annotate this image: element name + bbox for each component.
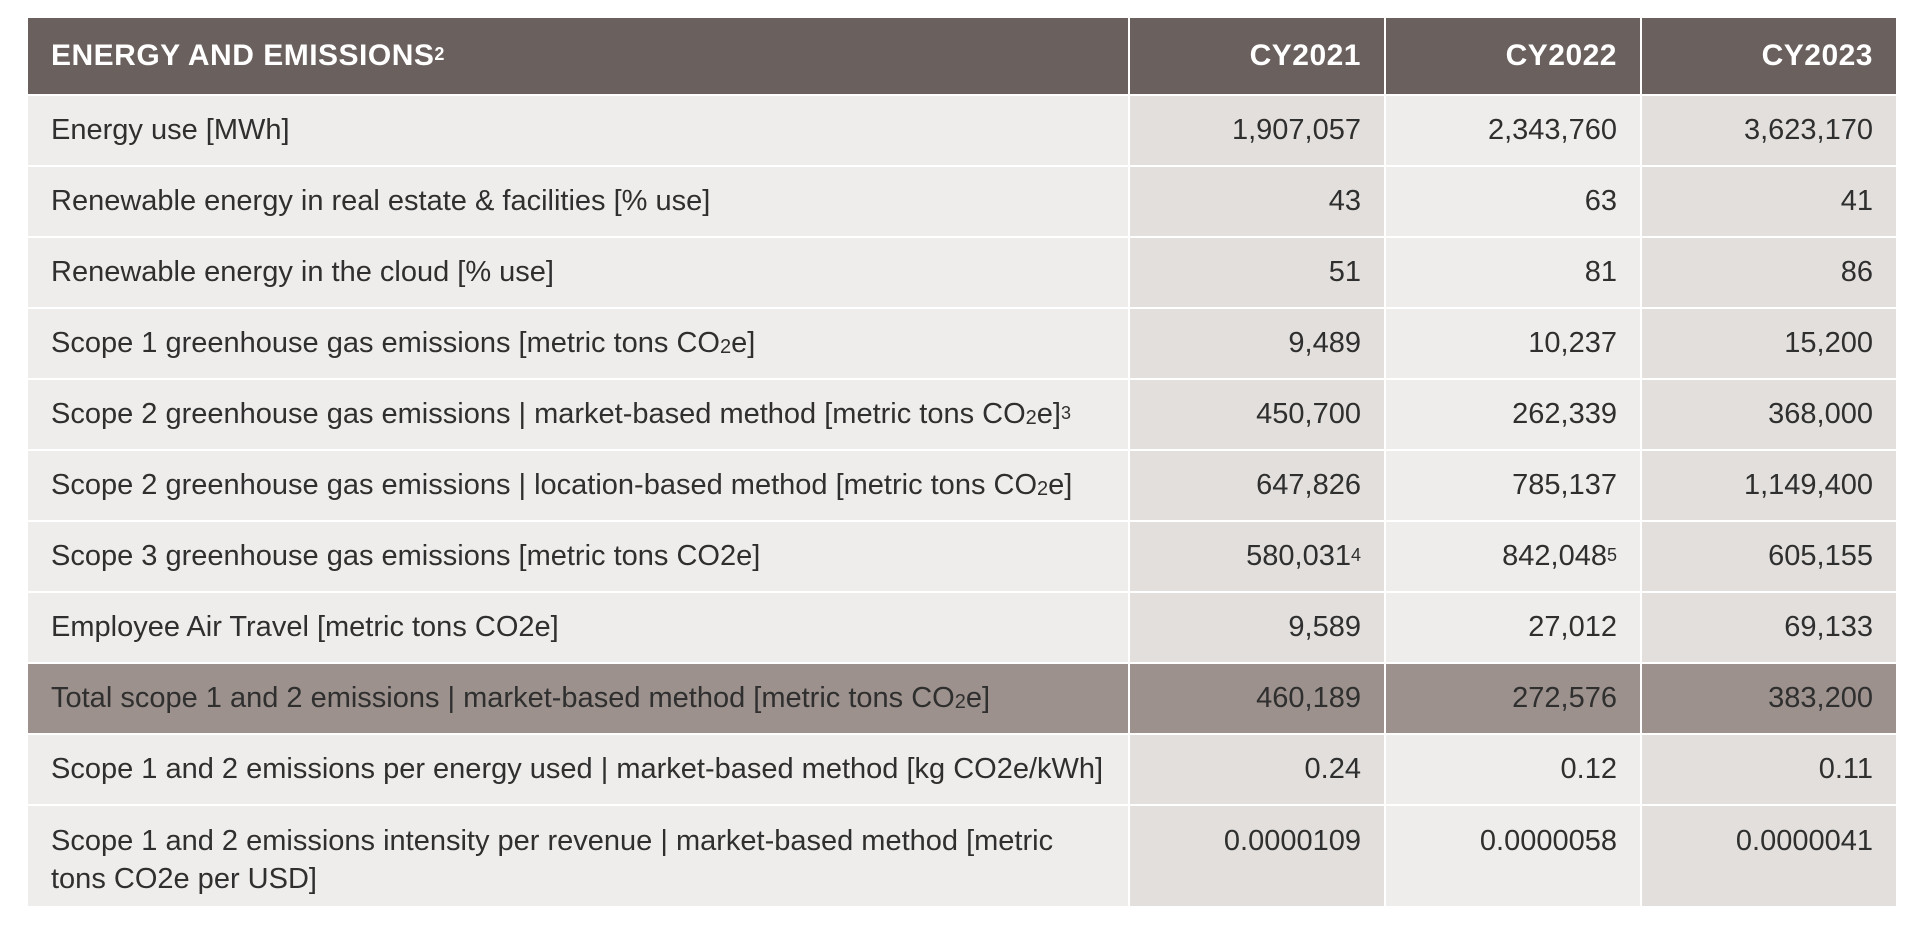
- cell-cy2022: 81: [1386, 238, 1640, 307]
- cell-cy2023: 1,149,400: [1642, 451, 1896, 520]
- row-label: Scope 1 and 2 emissions intensity per re…: [28, 806, 1128, 906]
- column-header-cy2021: CY2021: [1130, 18, 1384, 94]
- cell-cy2021: 0.24: [1130, 735, 1384, 804]
- cell-cy2022: 272,576: [1386, 664, 1640, 733]
- row-label: Scope 2 greenhouse gas emissions | marke…: [28, 380, 1128, 449]
- cell-cy2021: 9,589: [1130, 593, 1384, 662]
- cell-cy2022: 63: [1386, 167, 1640, 236]
- row-label: Renewable energy in real estate & facili…: [28, 167, 1128, 236]
- column-header-cy2023: CY2023: [1642, 18, 1896, 94]
- row-label: Scope 2 greenhouse gas emissions | locat…: [28, 451, 1128, 520]
- cell-cy2021: 580,031 4: [1130, 522, 1384, 591]
- cell-cy2021: 43: [1130, 167, 1384, 236]
- cell-cy2021: 647,826: [1130, 451, 1384, 520]
- cell-cy2023: 605,155: [1642, 522, 1896, 591]
- row-label: Renewable energy in the cloud [% use]: [28, 238, 1128, 307]
- cell-cy2022: 0.0000058: [1386, 806, 1640, 906]
- column-header-cy2022: CY2022: [1386, 18, 1640, 94]
- cell-cy2023: 86: [1642, 238, 1896, 307]
- cell-cy2022: 27,012: [1386, 593, 1640, 662]
- cell-cy2021: 9,489: [1130, 309, 1384, 378]
- cell-cy2022: 2,343,760: [1386, 96, 1640, 165]
- cell-cy2023: 0.0000041: [1642, 806, 1896, 906]
- cell-cy2022: 10,237: [1386, 309, 1640, 378]
- cell-cy2023: 3,623,170: [1642, 96, 1896, 165]
- cell-cy2021: 0.0000109: [1130, 806, 1384, 906]
- cell-cy2021: 460,189: [1130, 664, 1384, 733]
- cell-cy2023: 0.11: [1642, 735, 1896, 804]
- cell-cy2021: 1,907,057: [1130, 96, 1384, 165]
- cell-cy2021: 450,700: [1130, 380, 1384, 449]
- cell-cy2023: 368,000: [1642, 380, 1896, 449]
- row-label: Total scope 1 and 2 emissions | market-b…: [28, 664, 1128, 733]
- cell-cy2022: 0.12: [1386, 735, 1640, 804]
- energy-emissions-table: ENERGY AND EMISSIONS 2 CY2021 CY2022 CY20…: [28, 18, 1896, 906]
- cell-cy2023: 69,133: [1642, 593, 1896, 662]
- table-title-text: ENERGY AND EMISSIONS: [51, 39, 435, 72]
- cell-cy2022: 262,339: [1386, 380, 1640, 449]
- row-label: Scope 1 greenhouse gas emissions [metric…: [28, 309, 1128, 378]
- cell-cy2023: 383,200: [1642, 664, 1896, 733]
- cell-cy2022: 842,048 5: [1386, 522, 1640, 591]
- cell-cy2021: 51: [1130, 238, 1384, 307]
- table-title: ENERGY AND EMISSIONS 2: [28, 18, 1128, 94]
- cell-cy2023: 15,200: [1642, 309, 1896, 378]
- row-label: Scope 3 greenhouse gas emissions [metric…: [28, 522, 1128, 591]
- row-label: Employee Air Travel [metric tons CO2e]: [28, 593, 1128, 662]
- row-label: Energy use [MWh]: [28, 96, 1128, 165]
- cell-cy2022: 785,137: [1386, 451, 1640, 520]
- cell-cy2023: 41: [1642, 167, 1896, 236]
- row-label: Scope 1 and 2 emissions per energy used …: [28, 735, 1128, 804]
